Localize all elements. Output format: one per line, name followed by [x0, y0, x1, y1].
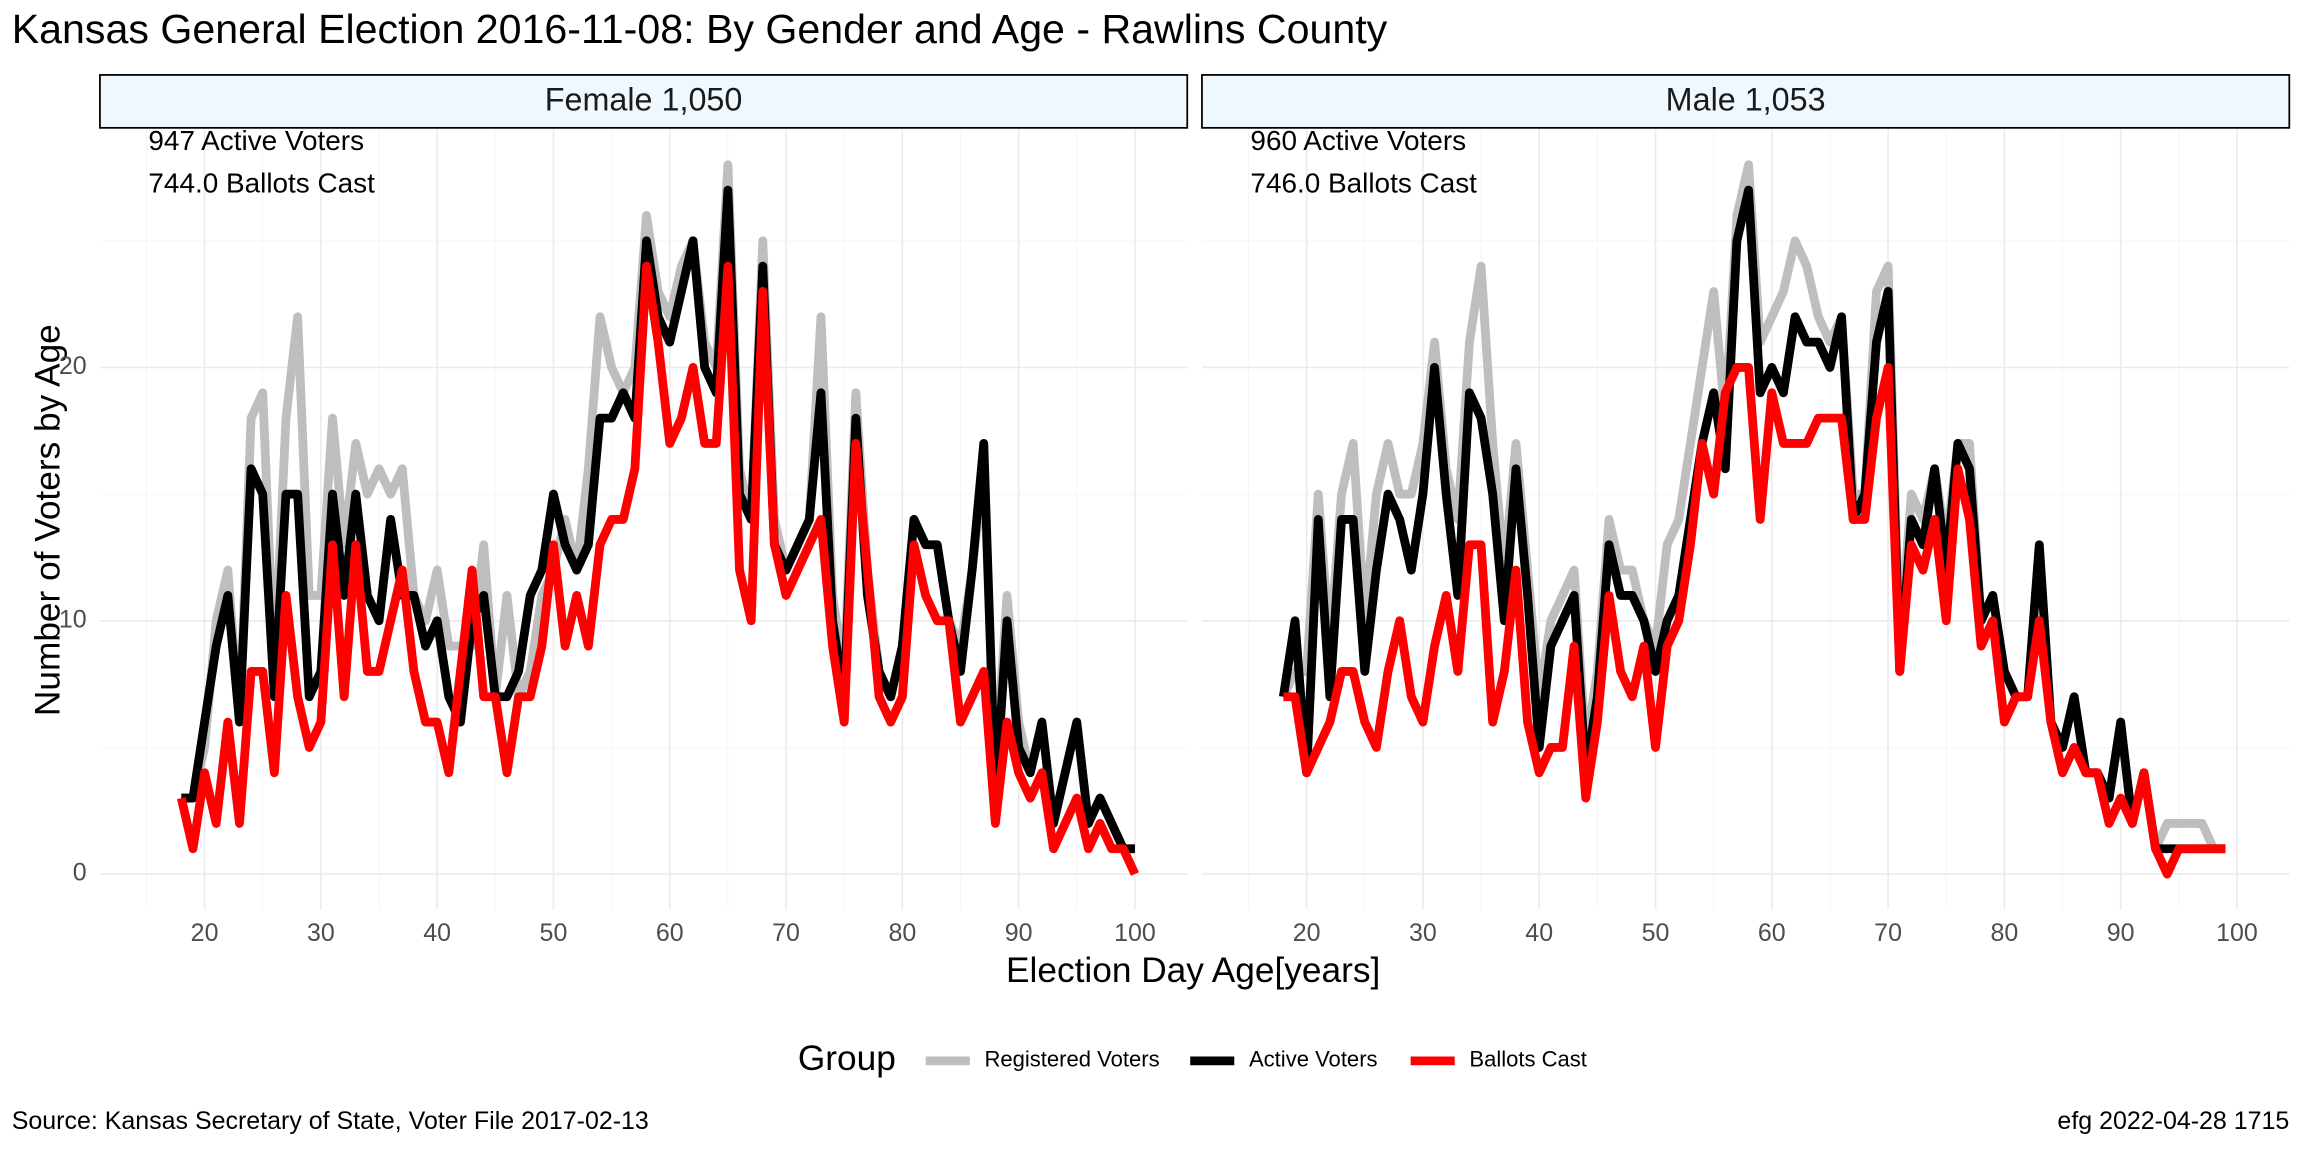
x-tick-label: 50 — [540, 919, 568, 947]
y-tick-label: 0 — [73, 859, 87, 887]
x-tick-label: 20 — [191, 919, 219, 947]
x-tick-label: 90 — [2107, 919, 2135, 947]
x-tick-label: 20 — [1293, 919, 1321, 947]
x-tick-label: 50 — [1642, 919, 1670, 947]
x-tick-label: 30 — [307, 919, 335, 947]
source-note: Source: Kansas Secretary of State, Voter… — [12, 1107, 649, 1135]
x-tick-label: 100 — [2216, 919, 2258, 947]
y-tick-label: 10 — [59, 605, 87, 633]
y-tick-label: 20 — [59, 352, 87, 380]
x-tick-label: 70 — [1874, 919, 1902, 947]
annotation: 744.0 Ballots Cast — [148, 168, 375, 199]
annotation: 947 Active Voters — [148, 125, 364, 156]
panel: 20 30 40 50 60 70 80 90 100 0 10 20 Female 1,050 947 … — [59, 74, 1189, 947]
y-axis-label: Number of Voters by Age — [28, 324, 67, 716]
panel: 20 30 40 50 60 70 80 90 100 Male 1,053 960 Active … — [1201, 74, 2291, 947]
x-tick-label: 30 — [1409, 919, 1437, 947]
series-line — [1283, 363, 2226, 879]
chart-title: Kansas General Election 2016-11-08: By G… — [12, 6, 1388, 52]
x-tick-label: 60 — [656, 919, 684, 947]
annotation: 746.0 Ballots Cast — [1250, 168, 1477, 199]
x-tick-label: 80 — [888, 919, 916, 947]
legend-title: Group — [798, 1039, 896, 1078]
series-line — [1279, 185, 2226, 854]
x-tick-label: 60 — [1758, 919, 1786, 947]
x-axis-label: Election Day Age[years] — [1006, 951, 1380, 990]
credit-note: efg 2022-04-28 1715 — [2057, 1107, 2289, 1135]
x-tick-label: 90 — [1005, 919, 1033, 947]
legend-label: Registered Voters — [984, 1047, 1159, 1072]
series-line — [177, 261, 1139, 876]
facet-strip — [99, 74, 1189, 129]
facet-title: Male 1,053 — [1666, 82, 1826, 118]
legend-label: Active Voters — [1249, 1047, 1378, 1072]
x-tick-label: 70 — [772, 919, 800, 947]
annotation: 960 Active Voters — [1250, 125, 1466, 156]
facet-title: Female 1,050 — [545, 82, 743, 118]
legend-label: Ballots Cast — [1469, 1047, 1587, 1072]
x-tick-label: 40 — [423, 919, 451, 947]
x-tick-label: 80 — [1990, 919, 2018, 947]
facet-strip — [1201, 74, 2291, 129]
x-tick-label: 100 — [1114, 919, 1156, 947]
x-tick-label: 40 — [1525, 919, 1553, 947]
